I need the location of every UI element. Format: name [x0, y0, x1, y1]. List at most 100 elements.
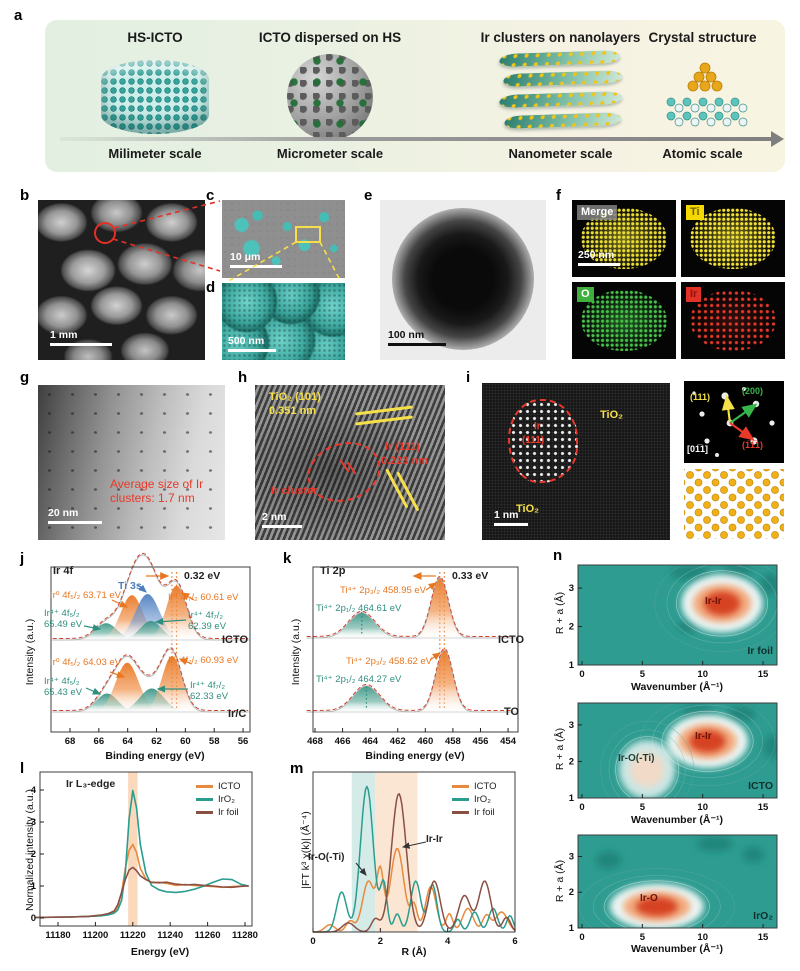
svg-text:458: 458 — [445, 736, 461, 747]
svg-text:466: 466 — [335, 736, 351, 747]
svg-text:2: 2 — [378, 936, 383, 947]
panel-d-sem-image — [222, 283, 345, 360]
svg-text:15: 15 — [758, 669, 769, 680]
peak-label: Ir⁴⁺ 4f₅/₂ 65.43 eV — [44, 676, 83, 699]
svg-text:2: 2 — [31, 849, 36, 860]
urchin-sphere — [392, 208, 534, 350]
fit-line — [52, 647, 249, 711]
scale-label-micrometer: Micrometer scale — [276, 146, 384, 161]
svg-text:60: 60 — [180, 736, 191, 747]
blob-label-irir-icto: Ir-Ir — [695, 731, 712, 742]
scale-bar-b: 1 mm — [50, 329, 112, 346]
n1-y-axis-label: R + a (Å) — [554, 727, 566, 771]
svg-text:462: 462 — [390, 736, 406, 747]
nanolayers-illustration — [498, 49, 625, 132]
spectrum-tag-icto-k: ICTO — [498, 634, 525, 646]
svg-text:11180: 11180 — [45, 930, 70, 941]
svg-text:0: 0 — [579, 802, 584, 813]
scale-bar-c: 10 μm — [230, 251, 282, 268]
eds-chip-ti: Ti — [686, 205, 704, 220]
scale-progression-arrow — [60, 137, 775, 141]
wavelet-field — [600, 703, 777, 798]
peak-label: Ir⁰ 4f₇/₂ 60.93 eV — [168, 655, 239, 666]
panel-i-label: i — [466, 369, 471, 386]
eds-map-ir: Ir — [681, 282, 785, 359]
panel-f-label: f — [556, 187, 561, 204]
svg-text:456: 456 — [473, 736, 489, 747]
j-y-axis-label: Intensity (a.u.) — [24, 618, 36, 686]
whiteline-band — [128, 772, 138, 926]
j-x-axis-label: Binding energy (eV) — [105, 750, 205, 762]
xps-peak-fill — [144, 585, 209, 640]
xanes-title: Ir L₃-edge — [66, 778, 116, 790]
svg-text:11200: 11200 — [82, 930, 108, 941]
svg-text:68: 68 — [65, 736, 76, 747]
exafs-ft-plot: 0 2 4 6 — [310, 771, 518, 947]
xps-peak-fill — [417, 650, 472, 712]
svg-text:2: 2 — [569, 887, 574, 898]
envelope-line — [52, 648, 249, 713]
xanes-legend: ICTO IrO₂ Ir foil — [196, 780, 241, 819]
ir-core-plane: (111) — [522, 435, 545, 446]
xanes-plot: 11180 11200 11220 11240 11260 11280 0 1 2 3 4 — [31, 771, 258, 941]
scale-bar-h: 2 nm — [262, 511, 302, 528]
plot-frame — [39, 771, 253, 927]
scale-label-nanometer: Nanometer scale — [508, 146, 613, 161]
svg-text:454: 454 — [500, 736, 517, 747]
tio2-matrix-label-bottom: TiO₂ — [516, 503, 540, 515]
svg-text:5: 5 — [640, 669, 646, 680]
tio2-dspacing-label: 0.351 nm — [269, 405, 317, 417]
svg-text:10: 10 — [697, 932, 708, 943]
peak-label: Ir⁰ 4f₅/₂ 64.03 eV — [50, 657, 122, 668]
ir-plane-label: Ir (111) — [385, 441, 420, 453]
panel-i-haadf-image: Ir (111) TiO₂ TiO₂ — [482, 383, 670, 540]
svg-text:56: 56 — [238, 736, 249, 747]
svg-text:3: 3 — [569, 583, 574, 594]
svg-text:15: 15 — [758, 802, 769, 813]
atomic-model-inset — [684, 469, 784, 539]
svg-text:10: 10 — [697, 802, 708, 813]
wavelet-field — [654, 565, 777, 652]
envelope-line — [306, 577, 513, 639]
svg-text:3: 3 — [569, 851, 574, 862]
irir-annotation: Ir-Ir — [426, 834, 443, 845]
svg-text:464: 464 — [362, 736, 379, 747]
panel-k-label: k — [283, 550, 292, 567]
scale-bar-d: 500 nm — [228, 335, 276, 352]
fft-plane-111bar: (1̅1̅1) — [742, 440, 764, 450]
envelope-line — [52, 554, 249, 641]
plot-frame — [577, 564, 778, 666]
svg-text:2: 2 — [569, 756, 574, 767]
plot-frame — [312, 771, 516, 933]
svg-text:4: 4 — [31, 785, 37, 796]
scale-bar-g: 20 nm — [48, 507, 102, 524]
peak-label: Ir⁴⁺ 4f₅/₂ 65.49 eV — [44, 608, 83, 631]
eds-signal-o — [581, 289, 667, 352]
svg-text:11260: 11260 — [195, 930, 221, 941]
crystal-structure-illustration — [666, 62, 748, 127]
panel-b-label: b — [20, 187, 30, 204]
panel-l-label: l — [20, 760, 25, 777]
plot-frame — [577, 834, 778, 929]
k-x-axis-label: Binding energy (eV) — [365, 750, 465, 762]
m-y-axis-label: |FT k³ χ(k)| (Å⁻⁴) — [300, 811, 312, 889]
svg-text:11280: 11280 — [232, 930, 258, 941]
peak-label: Ti⁴⁺ 2p₁/₂ 464.27 eV — [316, 674, 402, 685]
series-ICTO — [312, 847, 516, 933]
ti3s-peak-label: Ti 3s — [118, 580, 142, 592]
r-band — [375, 772, 418, 932]
svg-text:6: 6 — [512, 936, 517, 947]
xps-ti2p-plot: 468 466 464 462 460 458 456 454 — [306, 566, 519, 747]
svg-text:11240: 11240 — [157, 930, 183, 941]
panel-e-label: e — [364, 187, 373, 204]
panel-n-label: n — [553, 547, 563, 564]
panel-j-label: j — [20, 550, 25, 567]
svg-text:11220: 11220 — [120, 930, 146, 941]
svg-text:10: 10 — [697, 669, 708, 680]
n2-y-axis-label: R + a (Å) — [554, 859, 566, 903]
svg-text:64: 64 — [122, 736, 133, 747]
l-y-axis-label: Normalized intensity (a.u.) — [24, 789, 36, 911]
eds-map-o: O — [572, 282, 676, 359]
peak-label: Ir⁰ 4f₇/₂ 60.61 eV — [168, 592, 239, 603]
